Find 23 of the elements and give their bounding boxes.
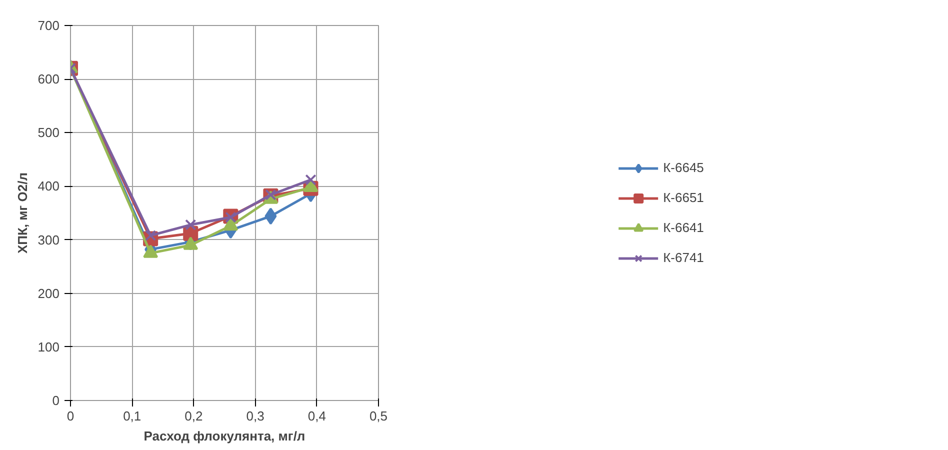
y-axis-title: ХПК, мг О2/л <box>14 172 30 254</box>
y-tick-label: 700 <box>38 18 60 33</box>
y-tick-label: 600 <box>38 72 60 87</box>
y-tick-label: 400 <box>38 178 60 194</box>
point <box>185 219 196 230</box>
y-tick-label: 100 <box>38 339 60 354</box>
x-tick-label: 0,1 <box>123 408 142 424</box>
x-tick-label: 0 <box>66 408 74 424</box>
legend-label: К-6741 <box>663 250 704 265</box>
legend-label: К-6651 <box>663 190 704 205</box>
x-tick-label: 0,5 <box>369 408 388 424</box>
x-axis-title: Расход флокулянта, мг/л <box>144 428 306 444</box>
legend-label: К-6641 <box>663 220 704 235</box>
y-tick-label: 300 <box>38 232 60 248</box>
point <box>305 174 316 186</box>
x-tick-label: 0,3 <box>246 408 264 424</box>
x-tick-label: 0,2 <box>184 408 203 424</box>
legend-label: К-6645 <box>663 160 704 175</box>
x-tick-label: 0,4 <box>308 408 326 424</box>
y-tick-label: 500 <box>38 125 60 140</box>
point <box>264 208 277 225</box>
y-tick-label: 0 <box>52 393 60 408</box>
y-tick-label: 200 <box>38 286 60 301</box>
